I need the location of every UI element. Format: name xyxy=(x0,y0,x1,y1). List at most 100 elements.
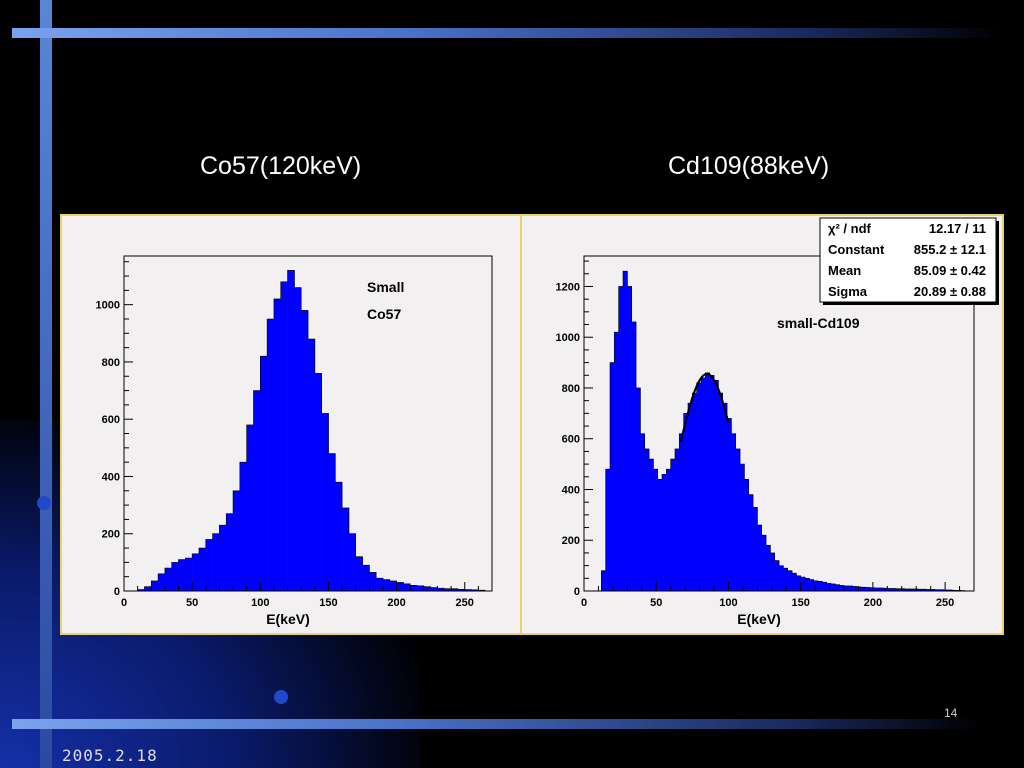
histogram-bar xyxy=(657,479,663,591)
stats-value: 855.2 ± 12.1 xyxy=(914,242,986,257)
histogram-bar xyxy=(423,586,431,591)
histogram-bar xyxy=(348,533,357,591)
histogram-bar xyxy=(205,539,213,591)
y-tick-label: 400 xyxy=(562,484,580,496)
histogram-bar xyxy=(246,424,254,591)
decorative-dot xyxy=(37,496,51,510)
histogram-bar xyxy=(301,310,309,591)
histogram-bar xyxy=(874,587,879,591)
histogram-bar xyxy=(355,556,363,591)
histogram-bar xyxy=(457,589,466,591)
histogram-bar xyxy=(757,525,762,591)
histogram-bar xyxy=(722,403,728,591)
decorative-dot xyxy=(274,690,288,704)
histogram-bar xyxy=(451,588,459,591)
histogram-bar xyxy=(939,589,944,591)
x-tick-label: 50 xyxy=(186,597,198,609)
x-tick-label: 250 xyxy=(456,597,474,609)
histogram-bar xyxy=(464,589,472,591)
histogram-bar xyxy=(444,588,452,591)
histogram-bar xyxy=(260,356,268,591)
y-tick-label: 600 xyxy=(102,414,120,426)
histogram-bar xyxy=(688,403,693,591)
histogram-bar xyxy=(900,588,905,591)
histogram-bar xyxy=(618,286,624,591)
histogram-bar xyxy=(328,453,336,591)
histogram-bar xyxy=(753,507,758,591)
histogram-bar xyxy=(709,375,715,591)
histogram-bar xyxy=(308,339,316,591)
x-tick-label: 50 xyxy=(650,597,662,609)
x-tick-label: 250 xyxy=(936,597,954,609)
histogram-bar xyxy=(692,393,697,591)
histogram-bar xyxy=(675,448,680,591)
top-accent-bar xyxy=(12,28,1002,38)
stats-label: χ² / ndf xyxy=(828,221,872,236)
histogram-bar xyxy=(705,372,710,591)
stats-value: 20.89 ± 0.88 xyxy=(914,284,986,299)
histogram-bar xyxy=(403,583,411,591)
histogram-bar xyxy=(471,589,479,591)
x-tick-label: 100 xyxy=(719,597,737,609)
histogram-bar xyxy=(670,459,676,591)
histogram-bar xyxy=(417,585,425,591)
histogram-bar xyxy=(185,558,193,591)
histogram-bar xyxy=(623,271,628,591)
histogram-bar xyxy=(239,462,247,591)
histogram-bar xyxy=(926,589,931,591)
histogram-co57: 0 50 100 150 200 250 0 200 400 600 800 1000 E(keV) Sm… xyxy=(96,255,493,627)
histogram-bar xyxy=(805,578,810,591)
histogram-bar xyxy=(835,584,840,591)
y-tick-label: 0 xyxy=(114,586,120,598)
histogram-bar xyxy=(844,585,849,591)
histogram-bar xyxy=(887,588,892,591)
chart-annotation: Small xyxy=(367,279,404,295)
plot-frame xyxy=(583,255,975,592)
histogram-bar xyxy=(779,565,784,591)
histogram-bar xyxy=(369,572,377,591)
y-tick-label: 200 xyxy=(102,529,120,541)
histogram-bar xyxy=(253,390,261,591)
histogram-outline xyxy=(137,270,486,591)
x-tick-label: 200 xyxy=(864,597,882,609)
histogram-bar xyxy=(761,535,767,591)
histogram-bar xyxy=(314,373,322,591)
gaussian-fit-curve xyxy=(679,372,730,443)
histogram-bar xyxy=(891,588,897,591)
histogram-bar xyxy=(267,318,275,591)
histogram-bar xyxy=(909,588,914,591)
stats-value: 12.17 / 11 xyxy=(929,221,986,236)
histogram-bar xyxy=(164,568,173,591)
y-tick-label: 1000 xyxy=(556,332,580,344)
histogram-bar xyxy=(718,393,723,591)
histogram-bar xyxy=(636,387,641,591)
histogram-bar xyxy=(226,513,234,591)
histogram-bar xyxy=(137,589,145,591)
histogram-bar xyxy=(649,459,654,591)
histogram-bar xyxy=(922,589,927,591)
x-tick-label: 150 xyxy=(791,597,809,609)
histogram-bar xyxy=(935,589,940,591)
histogram-bar xyxy=(917,589,923,591)
histogram-bar xyxy=(831,583,836,591)
histogram-bar xyxy=(857,586,862,591)
histogram-bar xyxy=(913,588,918,591)
histogram-bar xyxy=(171,562,179,591)
histogram-bar xyxy=(744,479,749,591)
histogram-bar xyxy=(335,482,343,591)
histogram-bar xyxy=(796,575,801,591)
y-tick-label: 1000 xyxy=(96,300,120,312)
histogram-bar xyxy=(627,286,632,591)
y-tick-label: 1200 xyxy=(556,281,580,293)
histogram-bar xyxy=(683,413,689,591)
histogram-bar xyxy=(766,545,771,591)
histogram-bar xyxy=(896,588,901,591)
histogram-bar xyxy=(362,565,370,591)
stats-label: Sigma xyxy=(828,284,868,299)
x-tick-label: 0 xyxy=(121,597,127,609)
histogram-bar xyxy=(610,362,615,591)
histogram-bar xyxy=(740,464,745,591)
y-tick-label: 200 xyxy=(562,535,580,547)
histogram-bar xyxy=(640,433,645,591)
histogram-bar xyxy=(273,298,282,591)
